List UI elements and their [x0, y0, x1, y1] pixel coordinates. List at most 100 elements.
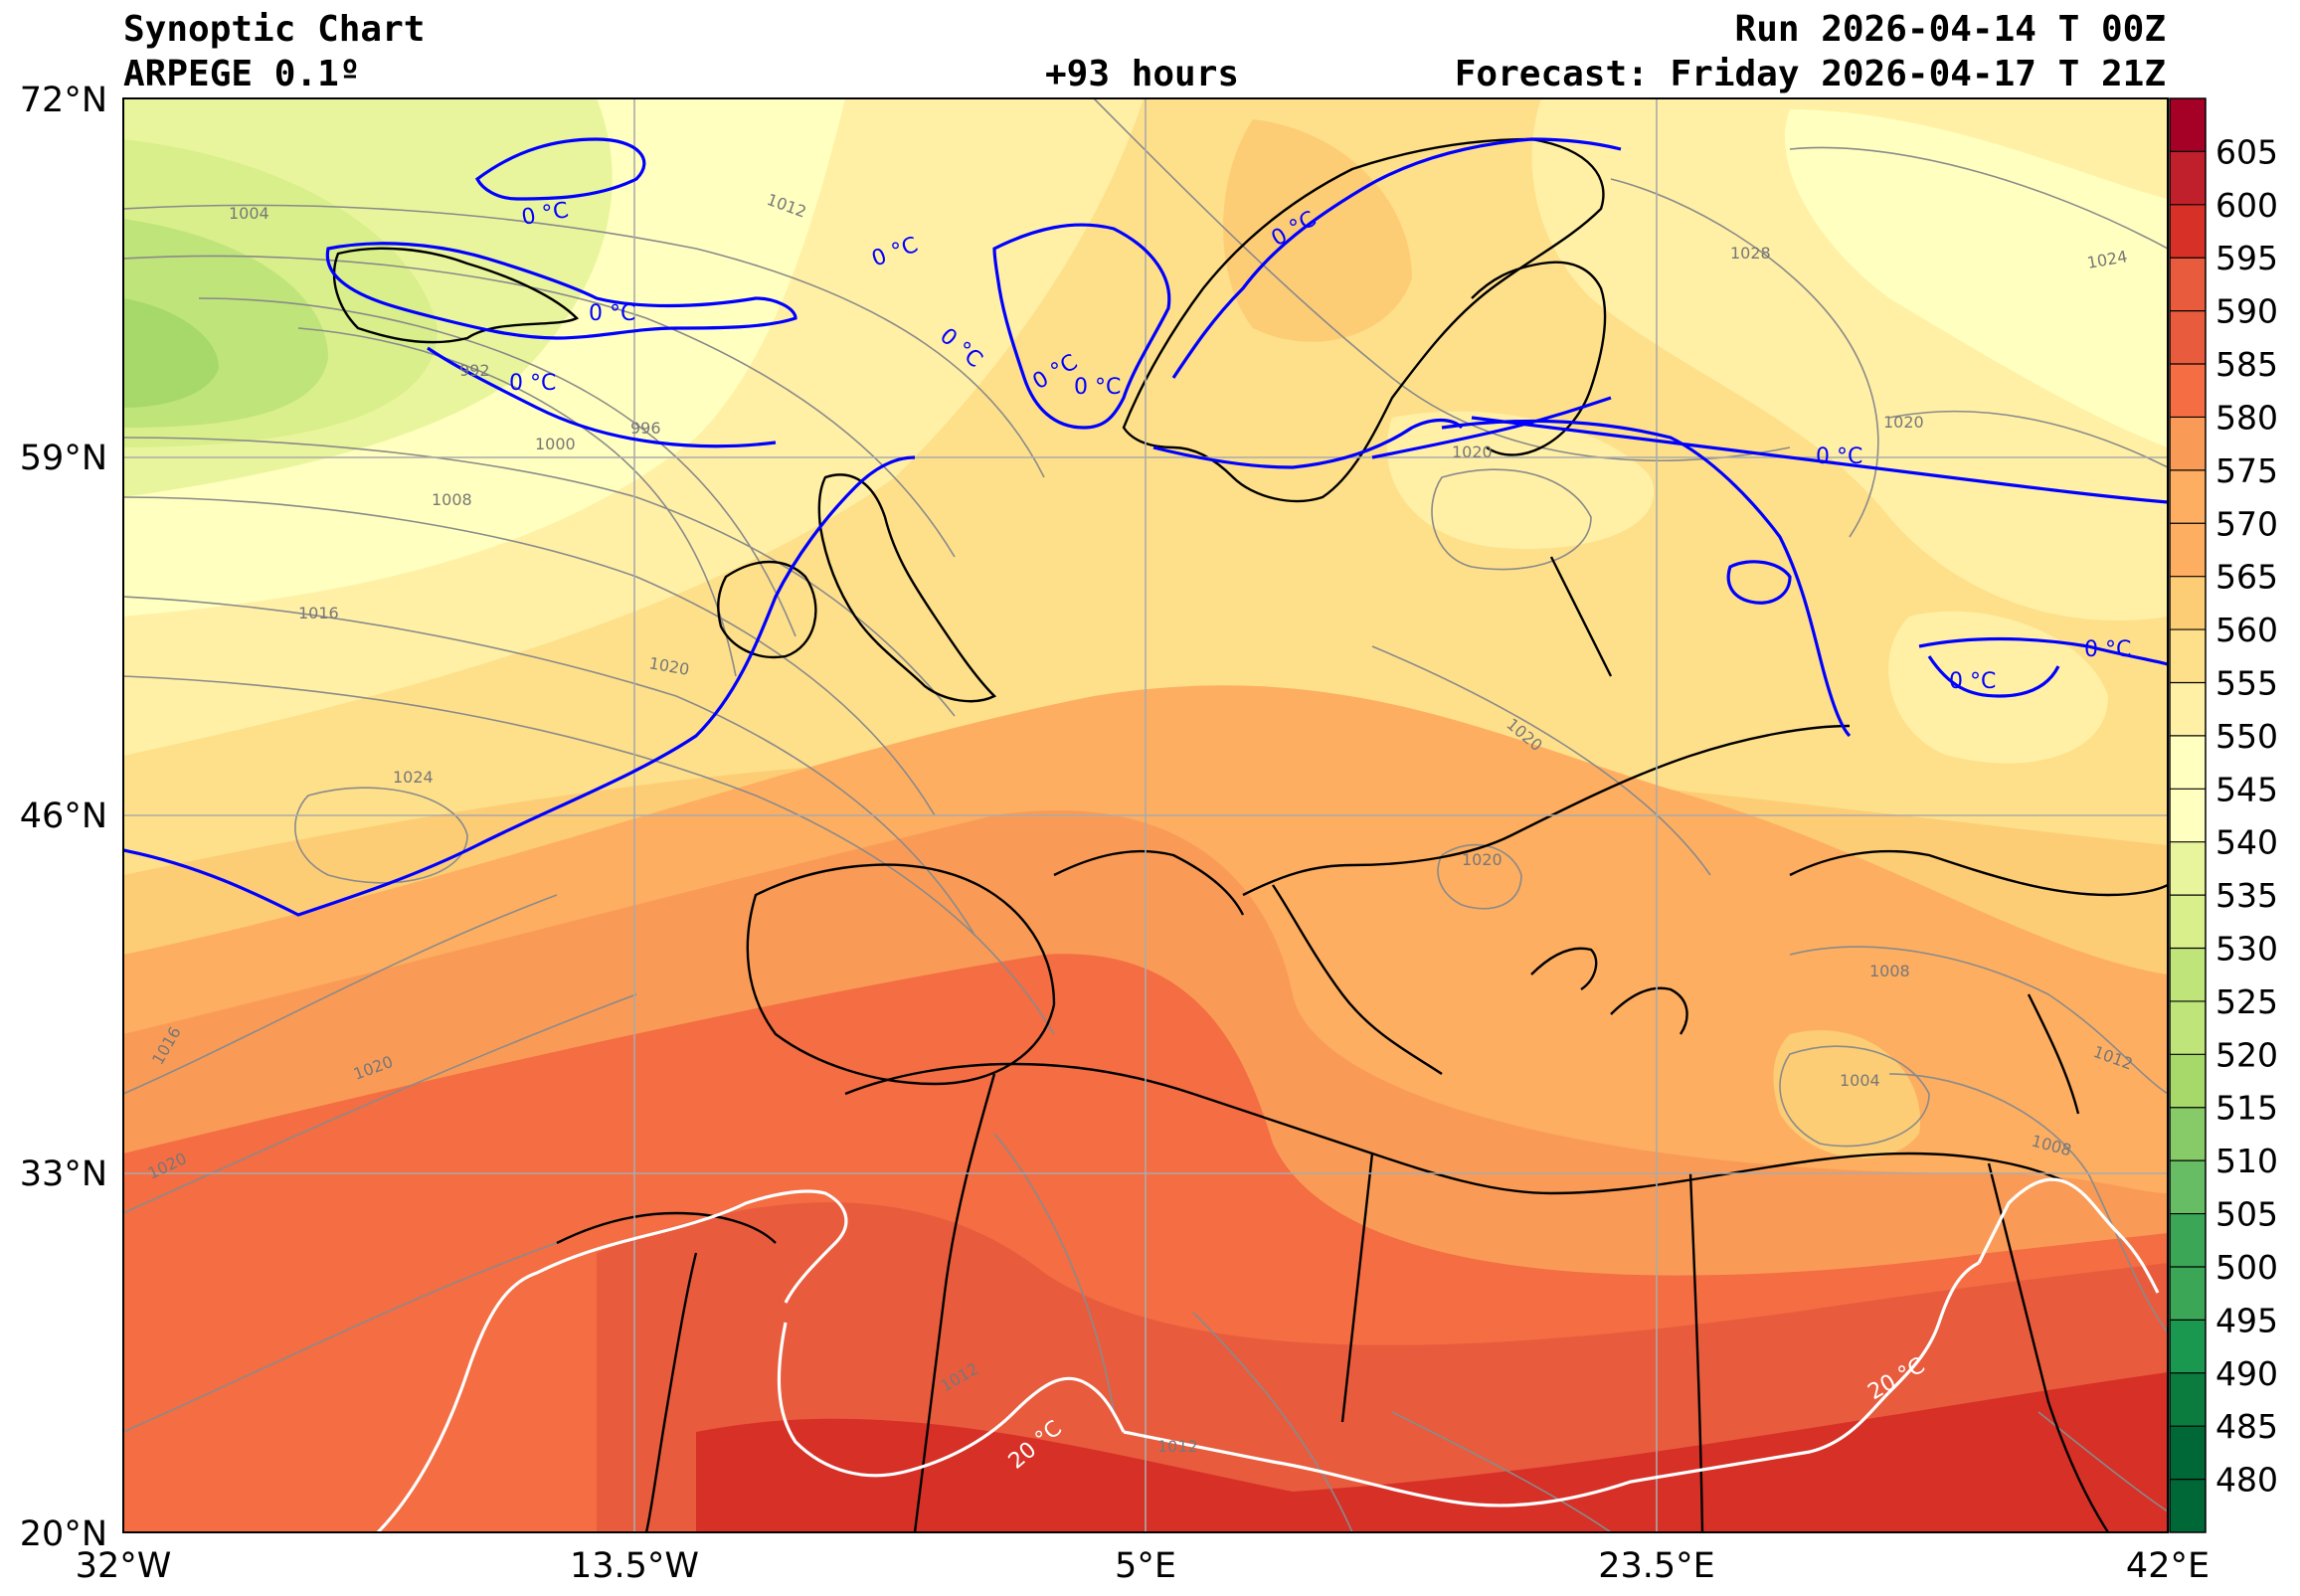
colorbar-band: [2170, 576, 2206, 630]
colorbar-label: 545: [2215, 770, 2278, 808]
lon-label: 32°W: [76, 1546, 172, 1586]
lon-label: 42°E: [2126, 1546, 2210, 1586]
colorbar-band: [2170, 151, 2206, 206]
isobar-label: 1008: [1869, 962, 1910, 980]
forecast-time: Forecast: Friday 2026-04-17 T 21Z: [1454, 54, 2166, 94]
isotherm-label: 0 °C: [589, 301, 635, 326]
isobar-label: 1016: [298, 604, 339, 622]
lat-label: 20°N: [20, 1514, 107, 1554]
colorbar-label: 500: [2215, 1248, 2278, 1287]
colorbar-label: 600: [2215, 186, 2278, 225]
colorbar-label: 520: [2215, 1035, 2278, 1074]
colorbar-label: 530: [2215, 930, 2278, 969]
colorbar-label: 550: [2215, 717, 2278, 756]
colorbar-label: 525: [2215, 982, 2278, 1021]
colorbar-band: [2170, 1426, 2206, 1481]
colorbar-label: 495: [2215, 1301, 2278, 1339]
colorbar-label: 480: [2215, 1461, 2278, 1500]
colorbar-band: [2170, 469, 2206, 524]
colorbar-band: [2170, 204, 2206, 259]
colorbar-band: [2170, 1372, 2206, 1427]
colorbar-band: [2170, 364, 2206, 418]
isobar-label: 1004: [229, 204, 269, 223]
isobar-label: 1012: [1157, 1437, 1198, 1456]
colorbar-band: [2170, 98, 2206, 152]
colorbar-label: 485: [2215, 1407, 2278, 1446]
isobar-label: 1008: [432, 490, 472, 509]
coastlines-borders: [332, 137, 2168, 1532]
colorbar: 605 600 595 590 585 580 575 570 565 560 555 550 545 5…: [2169, 97, 2278, 1533]
isotherm-labels: 0 °C 0 °C 0 °C 0 °C 0 °C 0 °C 0 °C 0 °C …: [509, 198, 2131, 1475]
map-frame: [122, 97, 2169, 1533]
colorbar-band: [2170, 789, 2206, 843]
colorbar-band: [2170, 523, 2206, 578]
colorbar-band: [2170, 735, 2206, 790]
lon-label: 13.5°W: [570, 1546, 699, 1586]
isobars: [123, 98, 2168, 1532]
isotherm-label: 0 °C: [1949, 669, 1996, 694]
colorbar-label: 535: [2215, 876, 2278, 915]
colorbar-label: 505: [2215, 1195, 2278, 1234]
lat-label: 46°N: [20, 797, 107, 836]
colorbar-band: [2170, 1320, 2206, 1374]
colorbar-label: 595: [2215, 239, 2278, 277]
model-name: ARPEGE 0.1º: [123, 54, 361, 94]
isotherm-label: 0 °C: [1074, 375, 1121, 400]
colorbar-band: [2170, 841, 2206, 896]
colorbar-band: [2170, 682, 2206, 737]
colorbar-band: [2170, 1000, 2206, 1055]
lat-label: 33°N: [20, 1154, 107, 1194]
colorbar-band: [2170, 895, 2206, 950]
colorbar-band: [2170, 1213, 2206, 1268]
colorbar-label: 515: [2215, 1089, 2278, 1128]
colorbar-label: 540: [2215, 823, 2278, 862]
run-time: Run 2026-04-14 T 00Z: [1734, 9, 2166, 50]
lat-label: 59°N: [20, 439, 107, 478]
isobar-label: 992: [459, 361, 490, 380]
lon-label: 5°E: [1115, 1546, 1176, 1586]
lon-label: 23.5°E: [1598, 1546, 1715, 1586]
isobar-label: 1028: [1730, 244, 1771, 263]
isobar-label: 1004: [1840, 1071, 1880, 1090]
colorbar-band: [2170, 948, 2206, 1002]
colorbar-label: 590: [2215, 292, 2278, 331]
zero-degree-isotherm: [123, 137, 2168, 917]
colorbar-label: 490: [2215, 1354, 2278, 1393]
colorbar-band: [2170, 1054, 2206, 1109]
twenty-degree-isotherm: [376, 1177, 2160, 1532]
isobar-label: 996: [630, 419, 661, 438]
colorbar-band: [2170, 417, 2206, 471]
colorbar-band: [2170, 1160, 2206, 1215]
isobar-label: 1024: [393, 768, 434, 787]
chart-title: Synoptic Chart: [123, 9, 426, 50]
isotherm-label: 0 °C: [509, 371, 556, 396]
isotherm-label: 0 °C: [1816, 444, 1862, 469]
graticule: [123, 98, 2168, 1532]
colorbar-label: 510: [2215, 1142, 2278, 1180]
colorbar-label: 605: [2215, 132, 2278, 171]
colorbar-label: 565: [2215, 558, 2278, 597]
colorbar-band: [2170, 258, 2206, 312]
colorbar-band: [2170, 1479, 2206, 1533]
colorbar-label: 560: [2215, 611, 2278, 649]
colorbar-band: [2170, 1266, 2206, 1321]
isotherm-label: 0 °C: [2084, 637, 2131, 662]
isobar-label: 1000: [535, 435, 576, 453]
colorbar-frame: [2169, 97, 2207, 1533]
lat-label: 72°N: [20, 81, 107, 120]
latitude-labels: 72°N 59°N 46°N 33°N 20°N: [20, 81, 107, 1554]
isobar-label: 1020: [1462, 850, 1503, 869]
colorbar-label: 570: [2215, 504, 2278, 543]
colorbar-label: 555: [2215, 663, 2278, 702]
isobar-label: 1020: [1452, 443, 1493, 461]
colorbar-label: 580: [2215, 398, 2278, 437]
colorbar-label: 575: [2215, 451, 2278, 490]
colorbar-band: [2170, 310, 2206, 365]
colorbar-label: 585: [2215, 345, 2278, 384]
isobar-label: 1020: [1883, 413, 1924, 432]
colorbar-band: [2170, 1107, 2206, 1161]
lead-time: +93 hours: [1045, 54, 1240, 94]
longitude-labels: 32°W 13.5°W 5°E 23.5°E 42°E: [76, 1546, 2210, 1586]
colorbar-band: [2170, 629, 2206, 683]
